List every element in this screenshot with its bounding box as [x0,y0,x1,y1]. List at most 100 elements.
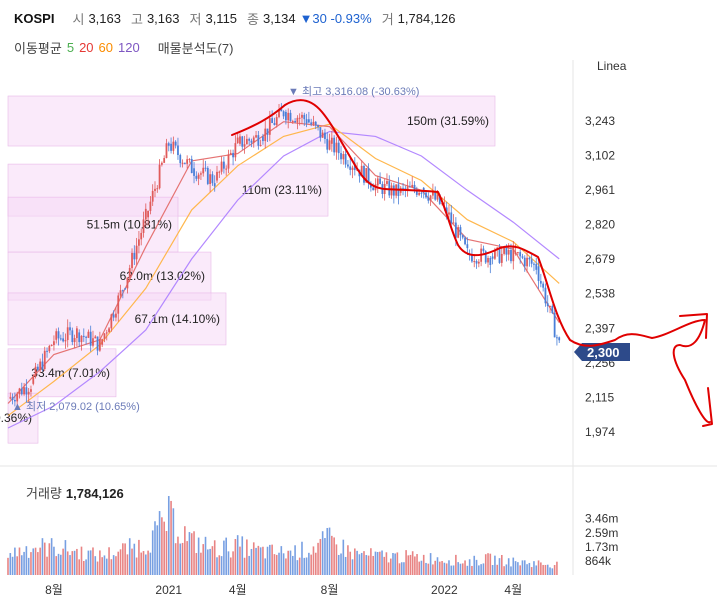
candle-body [519,252,522,257]
candle-body [535,263,538,270]
volume-bar [80,546,83,575]
candle-body [138,239,140,246]
volume-bar [498,558,501,575]
volume-bar [179,543,182,575]
volume-bar [209,548,211,575]
candle-body [229,152,232,155]
volume-bar [142,551,145,575]
candle-body [200,173,202,175]
volume-bar [170,500,172,575]
candle-body [537,266,540,281]
volume-profile-bar [7,292,227,346]
volume-bar [461,563,464,575]
candle-body [291,120,294,122]
moving-average-legend[interactable]: 이동평균 5 20 60 120 매물분석도(7) [14,38,233,57]
volume-bar [342,539,345,575]
volume-bar [71,551,74,575]
candle-body [347,164,349,167]
candle-body [452,222,455,224]
volume-legend-value: 1,784,126 [65,486,124,501]
volume-bar [400,562,403,575]
volume-bar [218,555,221,575]
candle-body [303,114,306,120]
candle-body [337,142,340,154]
volume-bar [287,550,290,575]
candle-body [305,119,308,124]
open-value: 3,163 [88,10,121,26]
volume-bar [407,555,410,575]
candle-body [475,261,478,264]
max-price-annotation: ▼ 최고 3,316.08 (-30.63%) [288,85,419,98]
volume-bar [546,564,549,575]
candle-body [62,338,65,342]
volume-bar [53,546,55,575]
candle-body [317,125,319,128]
volume-label: 거 [381,11,394,27]
candle-body [188,158,191,160]
candle-body [482,248,485,252]
candle-body [126,277,129,289]
candle-body [360,165,363,177]
volume-bar [250,548,253,575]
volume-bar [55,556,58,575]
volume-y-tick-label: 1.73m [585,540,618,554]
candle-body [206,167,209,184]
candle-body [372,187,375,191]
volume-bar [188,532,191,575]
volume-bar [473,555,476,575]
candle-body [411,184,414,188]
candle-body [326,138,329,150]
symbol-name[interactable]: KOSPI [14,10,55,26]
candle-body [457,227,460,238]
y-tick-label: 2,820 [585,218,615,232]
volume-bar [269,544,271,575]
volume-bar [200,552,202,575]
candle-body [128,268,131,278]
volume-bar [429,553,432,575]
volume-bar [229,557,232,575]
volume-bar [363,551,365,575]
volume-bar [544,564,547,575]
candle-body [27,391,30,395]
candle-body [46,350,48,352]
volume-bar [425,562,427,575]
volume-bar [409,554,412,575]
volume-bar [507,558,510,575]
volume-bar [294,545,296,575]
candle-body [73,338,76,343]
volume-profile-label[interactable]: 매물분석도(7) [157,41,234,56]
candle-body [204,167,207,169]
ma-5-label: 5 [66,40,75,55]
volume-bar [186,541,188,575]
volume-bar [122,543,124,575]
high-label: 고 [130,11,143,27]
candle-body [103,333,106,340]
volume-bar [349,551,352,575]
volume-bar [41,538,44,575]
volume-bar [220,556,223,575]
candle-body [30,389,32,392]
candle-body [429,195,432,201]
volume-bar [172,508,175,575]
volume-bar [64,540,67,575]
low-value: 3,115 [205,10,238,26]
volume-profile-label: 1.72m (0.36%) [0,411,32,425]
volume-bar [66,551,69,575]
volume-bar [535,565,538,575]
volume-bar [149,552,152,575]
volume-bar [252,542,255,575]
volume-bar [101,557,103,575]
volume-bar [207,549,209,575]
candle-body [36,366,39,370]
volume-bar [438,561,441,575]
candle-body [500,253,503,263]
candle-body [448,212,450,215]
scale-mode-label[interactable]: Linea [597,59,627,73]
candle-body [172,141,175,151]
volume-bar [414,556,416,575]
volume-bar [514,561,517,575]
x-tick-label: 8월 [45,583,63,597]
volume-bar [128,538,131,575]
candle-body [369,183,372,188]
